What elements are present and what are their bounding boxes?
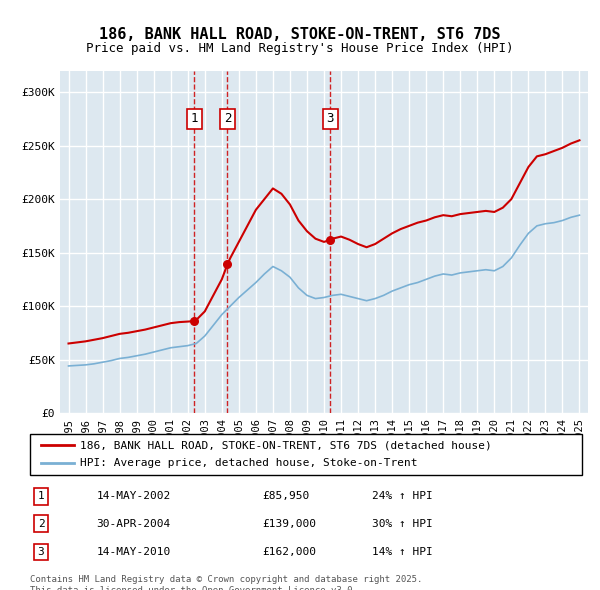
Point xyxy=(223,260,232,269)
Text: 14-MAY-2010: 14-MAY-2010 xyxy=(96,547,170,557)
Text: 1: 1 xyxy=(190,113,198,126)
FancyBboxPatch shape xyxy=(30,434,582,475)
Text: 3: 3 xyxy=(326,113,334,126)
Text: HPI: Average price, detached house, Stoke-on-Trent: HPI: Average price, detached house, Stok… xyxy=(80,458,417,468)
Text: 186, BANK HALL ROAD, STOKE-ON-TRENT, ST6 7DS (detached house): 186, BANK HALL ROAD, STOKE-ON-TRENT, ST6… xyxy=(80,440,491,450)
Point xyxy=(326,235,335,244)
Text: 14-MAY-2002: 14-MAY-2002 xyxy=(96,491,170,502)
Text: Contains HM Land Registry data © Crown copyright and database right 2025.
This d: Contains HM Land Registry data © Crown c… xyxy=(30,575,422,590)
Text: 30-APR-2004: 30-APR-2004 xyxy=(96,519,170,529)
Text: 24% ↑ HPI: 24% ↑ HPI xyxy=(372,491,433,502)
Text: £162,000: £162,000 xyxy=(262,547,316,557)
Text: £85,950: £85,950 xyxy=(262,491,309,502)
Text: 30% ↑ HPI: 30% ↑ HPI xyxy=(372,519,433,529)
Text: 2: 2 xyxy=(38,519,44,529)
Text: 14% ↑ HPI: 14% ↑ HPI xyxy=(372,547,433,557)
Text: Price paid vs. HM Land Registry's House Price Index (HPI): Price paid vs. HM Land Registry's House … xyxy=(86,42,514,55)
Text: 1: 1 xyxy=(38,491,44,502)
Point xyxy=(189,316,199,326)
Text: 3: 3 xyxy=(38,547,44,557)
Text: 186, BANK HALL ROAD, STOKE-ON-TRENT, ST6 7DS: 186, BANK HALL ROAD, STOKE-ON-TRENT, ST6… xyxy=(99,27,501,41)
Text: 2: 2 xyxy=(224,113,231,126)
Text: £139,000: £139,000 xyxy=(262,519,316,529)
